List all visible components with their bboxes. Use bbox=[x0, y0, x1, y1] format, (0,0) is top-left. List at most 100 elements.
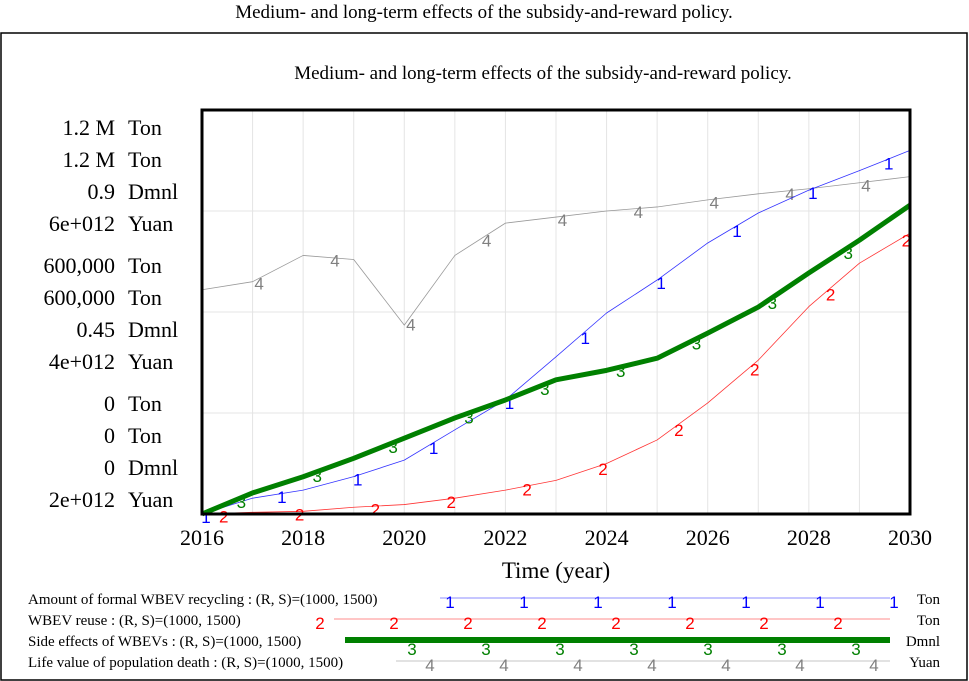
legend-marker-2: 2 bbox=[685, 614, 694, 633]
legend-marker-4: 4 bbox=[647, 656, 656, 675]
series-marker-4: 4 bbox=[330, 252, 339, 271]
series-marker-2: 2 bbox=[674, 421, 683, 440]
legend-marker-3: 3 bbox=[555, 640, 564, 659]
series-marker-3: 3 bbox=[464, 408, 473, 427]
y-unit-label: Ton bbox=[128, 285, 162, 310]
series-marker-2: 2 bbox=[826, 285, 835, 304]
legend-marker-4: 4 bbox=[869, 656, 878, 675]
legend-marker-3: 3 bbox=[407, 640, 416, 659]
x-tick-label: 2028 bbox=[787, 525, 831, 550]
legend-marker-1: 1 bbox=[815, 593, 824, 612]
series-line-4 bbox=[201, 176, 911, 326]
x-tick-label: 2030 bbox=[888, 525, 932, 550]
legend-unit: Dmnl bbox=[906, 634, 940, 650]
legend: Amount of formal WBEV recycling : (R, S)… bbox=[28, 592, 940, 675]
series-marker-1: 1 bbox=[353, 471, 362, 490]
series-line-2 bbox=[201, 232, 911, 515]
y-unit-label: Ton bbox=[128, 147, 162, 172]
chart-title: Medium- and long-term effects of the sub… bbox=[294, 63, 792, 84]
series-marker-3: 3 bbox=[540, 380, 549, 399]
x-tick-label: 2026 bbox=[686, 525, 730, 550]
y-unit-label: Yuan bbox=[128, 211, 173, 236]
series-marker-2: 2 bbox=[371, 500, 380, 519]
legend-marker-1: 1 bbox=[741, 593, 750, 612]
y-tick-label: 0 bbox=[104, 391, 115, 416]
x-tick-label: 2020 bbox=[382, 525, 426, 550]
series-marker-1: 1 bbox=[277, 488, 286, 507]
series-marker-4: 4 bbox=[710, 194, 719, 213]
legend-marker-2: 2 bbox=[833, 614, 842, 633]
series-marker-4: 4 bbox=[634, 203, 643, 222]
series-marker-4: 4 bbox=[861, 176, 870, 195]
series-marker-1: 1 bbox=[429, 439, 438, 458]
legend-marker-1: 1 bbox=[445, 593, 454, 612]
legend-label: Life value of population death : (R, S)=… bbox=[28, 655, 343, 671]
y-tick-label: 600,000 bbox=[44, 285, 116, 310]
y-tick-label: 0.45 bbox=[77, 317, 116, 342]
legend-marker-2: 2 bbox=[463, 614, 472, 633]
series-marker-1: 1 bbox=[505, 394, 514, 413]
legend-marker-3: 3 bbox=[851, 640, 860, 659]
series-marker-3: 3 bbox=[844, 244, 853, 263]
series-marker-4: 4 bbox=[785, 185, 794, 204]
legend-marker-2: 2 bbox=[537, 614, 546, 633]
legend-marker-3: 3 bbox=[481, 640, 490, 659]
legend-marker-1: 1 bbox=[889, 593, 898, 612]
legend-marker-2: 2 bbox=[611, 614, 620, 633]
series-marker-1: 1 bbox=[581, 329, 590, 348]
series-marker-2: 2 bbox=[902, 232, 911, 251]
x-axis-title: Time (year) bbox=[502, 558, 610, 583]
y-tick-label: 1.2 M bbox=[62, 147, 115, 172]
y-tick-label: 0.9 bbox=[88, 179, 116, 204]
plot-area-border bbox=[200, 108, 912, 516]
series-marker-1: 1 bbox=[656, 274, 665, 293]
series-marker-3: 3 bbox=[692, 335, 701, 354]
series-line-1 bbox=[201, 150, 911, 515]
legend-marker-4: 4 bbox=[795, 656, 804, 675]
y-unit-label: Yuan bbox=[128, 487, 173, 512]
legend-marker-2: 2 bbox=[389, 614, 398, 633]
y-unit-label: Ton bbox=[128, 253, 162, 278]
legend-marker-2: 2 bbox=[759, 614, 768, 633]
grid bbox=[201, 110, 911, 514]
series-marker-1: 1 bbox=[884, 155, 893, 174]
series-marker-1: 1 bbox=[808, 184, 817, 203]
series-marker-3: 3 bbox=[768, 294, 777, 313]
series-marker-4: 4 bbox=[482, 232, 491, 251]
legend-marker-3: 3 bbox=[703, 640, 712, 659]
series-marker-4: 4 bbox=[406, 316, 415, 335]
legend-unit: Ton bbox=[917, 613, 941, 629]
y-tick-label: 6e+012 bbox=[49, 211, 115, 236]
series-marker-2: 2 bbox=[447, 493, 456, 512]
y-tick-label: 2e+012 bbox=[49, 487, 115, 512]
y-axis-labels: 1.2 M Ton 1.2 M Ton 0.9 Dmnl 6e+012 Yuan 600,000… bbox=[44, 115, 179, 512]
legend-marker-3: 3 bbox=[777, 640, 786, 659]
series-marker-3: 3 bbox=[616, 362, 625, 381]
legend-marker-4: 4 bbox=[499, 656, 508, 675]
legend-marker-1: 1 bbox=[667, 593, 676, 612]
y-unit-label: Yuan bbox=[128, 349, 173, 374]
legend-marker-3: 3 bbox=[629, 640, 638, 659]
legend-label: WBEV reuse : (R, S)=(1000, 1500) bbox=[28, 613, 241, 629]
series-marker-1: 1 bbox=[732, 222, 741, 241]
y-unit-label: Dmnl bbox=[128, 179, 178, 204]
y-unit-label: Ton bbox=[128, 423, 162, 448]
y-tick-label: 0 bbox=[104, 423, 115, 448]
series-marker-3: 3 bbox=[237, 493, 246, 512]
legend-label: Amount of formal WBEV recycling : (R, S)… bbox=[28, 592, 378, 608]
x-tick-label: 2016 bbox=[180, 525, 224, 550]
series-marker-2: 2 bbox=[598, 460, 607, 479]
series-line-3 bbox=[201, 203, 912, 517]
y-tick-label: 1.2 M bbox=[62, 115, 115, 140]
legend-marker-4: 4 bbox=[425, 656, 434, 675]
series-marker-2: 2 bbox=[522, 481, 531, 500]
series-marker-4: 4 bbox=[254, 274, 263, 293]
chart-frame bbox=[0, 32, 968, 681]
y-unit-label: Dmnl bbox=[128, 455, 178, 480]
legend-unit: Yuan bbox=[909, 655, 940, 671]
legend-marker-1: 1 bbox=[593, 593, 602, 612]
y-tick-label: 0 bbox=[104, 455, 115, 480]
y-tick-label: 4e+012 bbox=[49, 349, 115, 374]
series-marker-1: 1 bbox=[201, 508, 210, 527]
